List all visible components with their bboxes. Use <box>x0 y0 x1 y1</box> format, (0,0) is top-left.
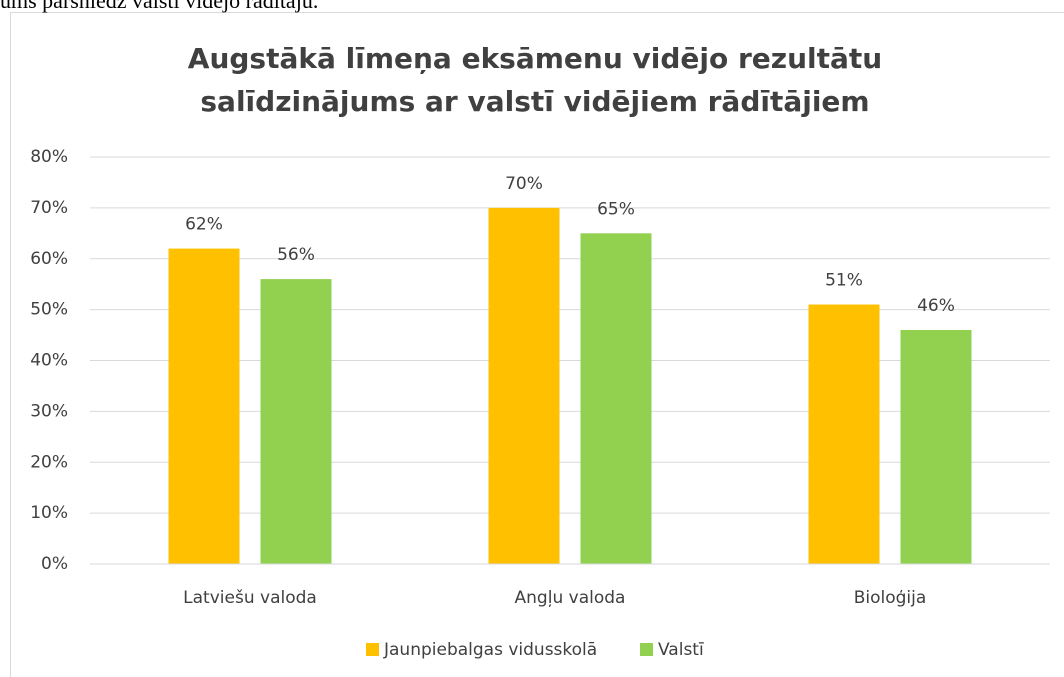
y-tick-label: 50% <box>30 300 68 320</box>
legend-label: Valstī <box>658 640 704 660</box>
x-tick-label: Angļu valoda <box>515 588 626 608</box>
data-label: 65% <box>597 199 635 219</box>
y-tick-label: 20% <box>30 452 68 472</box>
legend-swatch <box>640 643 653 656</box>
chart-title: salīdzinājums ar valstī vidējiem rādītāj… <box>200 85 869 118</box>
x-tick-label: Latviešu valoda <box>183 588 317 608</box>
data-label: 51% <box>825 271 863 291</box>
data-label: 70% <box>505 174 543 194</box>
y-tick-label: 30% <box>30 401 68 421</box>
bar <box>580 233 652 564</box>
bar <box>260 279 332 564</box>
y-tick-label: 70% <box>30 198 68 218</box>
data-label: 56% <box>277 245 315 265</box>
chart-title: Augstākā līmeņa eksāmenu vidējo rezultāt… <box>188 42 882 75</box>
y-tick-label: 60% <box>30 249 68 269</box>
bar <box>900 329 972 564</box>
data-label: 62% <box>185 215 223 235</box>
bar <box>808 304 880 564</box>
chart-border <box>10 12 1064 677</box>
legend-swatch <box>366 643 379 656</box>
data-label: 46% <box>917 296 955 316</box>
y-tick-label: 80% <box>30 147 68 167</box>
y-tick-label: 0% <box>41 554 68 574</box>
text-fragment: ums pārsniedz valstī vidējo rādītāju. <box>0 0 319 13</box>
legend-label: Jaunpiebalgas vidusskolā <box>383 640 597 660</box>
bar <box>488 207 560 564</box>
y-tick-label: 10% <box>30 503 68 523</box>
x-tick-label: Bioloģija <box>854 588 927 608</box>
bar <box>168 248 240 564</box>
y-tick-label: 40% <box>30 351 68 371</box>
